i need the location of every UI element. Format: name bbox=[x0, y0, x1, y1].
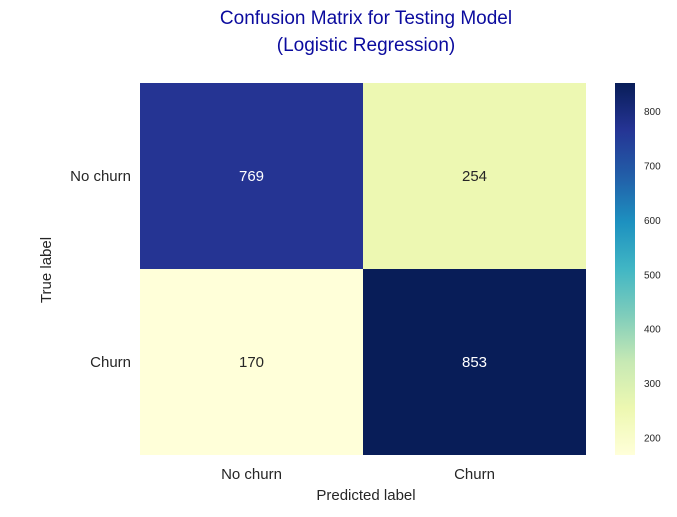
colorbar-tick-label: 200 bbox=[644, 434, 661, 445]
x-axis-label: Predicted label bbox=[316, 487, 415, 504]
heatmap-cell-r0-c1 bbox=[363, 83, 586, 269]
y-axis-label: True label bbox=[38, 237, 55, 303]
y-tick-label: No churn bbox=[70, 168, 131, 185]
heatmap-cell-r0-c0 bbox=[140, 83, 363, 269]
heatmap-cell-labels: 769 254 170 853 bbox=[239, 168, 487, 371]
cell-value-label: 254 bbox=[462, 168, 487, 185]
y-tick-label: Churn bbox=[90, 354, 131, 371]
colorbar-tick-label: 300 bbox=[644, 379, 661, 390]
heatmap-cell-r1-c0 bbox=[140, 269, 363, 455]
x-tick-label: No churn bbox=[221, 466, 282, 483]
colorbar bbox=[615, 83, 635, 455]
y-axis-tick-labels: No churn Churn bbox=[70, 168, 131, 371]
x-axis-tick-labels: No churn Churn bbox=[221, 466, 495, 483]
chart-subtitle: (Logistic Regression) bbox=[277, 35, 455, 56]
chart-title: Confusion Matrix for Testing Model bbox=[220, 8, 512, 29]
cell-value-label: 769 bbox=[239, 168, 264, 185]
heatmap-cells bbox=[140, 83, 586, 455]
colorbar-tick-label: 800 bbox=[644, 107, 661, 118]
colorbar-tick-labels: 200 300 400 500 600 700 800 bbox=[644, 107, 661, 445]
colorbar-tick-label: 500 bbox=[644, 270, 661, 281]
colorbar-tick-label: 400 bbox=[644, 325, 661, 336]
heatmap-cell-r1-c1 bbox=[363, 269, 586, 455]
colorbar-tick-label: 700 bbox=[644, 161, 661, 172]
x-tick-label: Churn bbox=[454, 466, 495, 483]
cell-value-label: 170 bbox=[239, 354, 264, 371]
colorbar-tick-label: 600 bbox=[644, 216, 661, 227]
cell-value-label: 853 bbox=[462, 354, 487, 371]
